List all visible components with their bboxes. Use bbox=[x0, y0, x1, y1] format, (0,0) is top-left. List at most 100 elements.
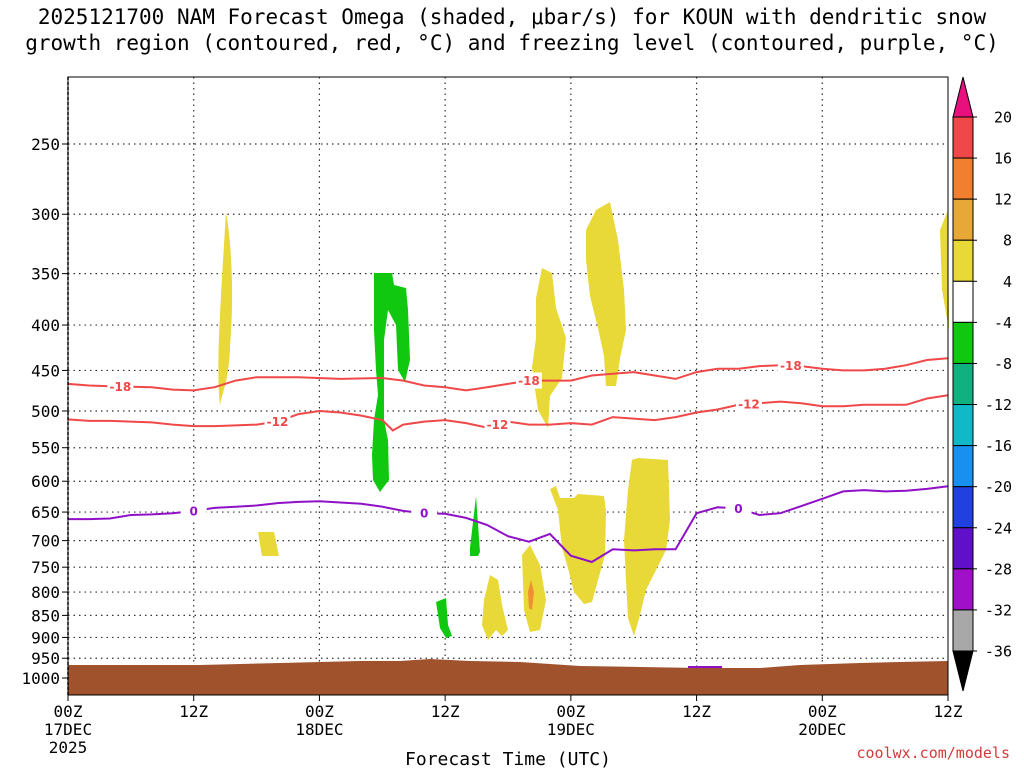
x-tick-label: 20DEC bbox=[798, 720, 846, 739]
y-tick-label: 300 bbox=[31, 205, 60, 224]
x-tick-label: 00Z bbox=[305, 702, 334, 721]
colorbar-swatch bbox=[952, 527, 974, 570]
contour-label: -18 bbox=[110, 380, 132, 394]
contour-label: -12 bbox=[738, 398, 760, 412]
x-tick-label: 19DEC bbox=[547, 720, 595, 739]
y-tick-label: 800 bbox=[31, 583, 60, 602]
contour-label-bg bbox=[484, 416, 511, 433]
colorbar-label: -8 bbox=[994, 355, 1012, 373]
omega-positive-region bbox=[624, 458, 670, 636]
colorbar-label: 8 bbox=[1003, 232, 1012, 250]
contour-label: -12 bbox=[487, 418, 509, 432]
omega-small-positive bbox=[528, 580, 534, 610]
y-tick-label: 850 bbox=[31, 606, 60, 625]
omega-positive-region bbox=[532, 268, 566, 428]
colorbar-bottom-arrow bbox=[952, 650, 974, 692]
omega-negative-region bbox=[372, 273, 410, 492]
colorbar-label: -20 bbox=[985, 478, 1012, 496]
omega-positive-region bbox=[482, 575, 508, 640]
colorbar-swatch bbox=[952, 404, 974, 447]
y-tick-label: 650 bbox=[31, 503, 60, 522]
omega-positive-region bbox=[522, 545, 546, 632]
grid bbox=[68, 77, 948, 695]
plot-frame bbox=[67, 76, 949, 696]
colorbar-swatch bbox=[952, 157, 974, 200]
x-tick-label: 12Z bbox=[682, 702, 711, 721]
y-tick-label: 550 bbox=[31, 439, 60, 458]
colorbar-swatch bbox=[952, 486, 974, 529]
y-tick-label: 500 bbox=[31, 402, 60, 421]
colorbar-swatch bbox=[952, 445, 974, 488]
colorbar-label: -12 bbox=[985, 396, 1012, 414]
x-tick-label: 12Z bbox=[934, 702, 963, 721]
colorbar-label: -28 bbox=[985, 560, 1012, 578]
contour-label-bg bbox=[107, 378, 134, 395]
contour-label-bg bbox=[725, 500, 752, 517]
x-tick-label: 18DEC bbox=[295, 720, 343, 739]
omega-negative-region bbox=[436, 598, 452, 638]
contour-label: -18 bbox=[780, 359, 802, 373]
y-tick-label: 350 bbox=[31, 265, 60, 284]
below-ground-terrain bbox=[68, 659, 948, 695]
colorbar-label: -16 bbox=[985, 437, 1012, 455]
omega-positive-region bbox=[258, 532, 279, 556]
colorbar-label: -24 bbox=[985, 519, 1012, 537]
colorbar-label: -4 bbox=[994, 314, 1012, 332]
y-tick-label: 900 bbox=[31, 628, 60, 647]
contour-label-bg bbox=[411, 505, 438, 522]
omega-shading bbox=[218, 202, 949, 640]
chart-title: 2025121700 NAM Forecast Omega (shaded, μ… bbox=[0, 4, 1024, 56]
colorbar: 20 16 12 8 4 -4 -8 -12 -16 -20 -24 -28 -32 -36 bbox=[952, 76, 1012, 692]
colorbar-swatch bbox=[952, 280, 974, 323]
credit-text: coolwx.com/models bbox=[856, 744, 1010, 762]
contour-label-bg bbox=[264, 413, 291, 430]
contour-label-bg bbox=[777, 357, 804, 374]
y-tick-label: 400 bbox=[31, 316, 60, 335]
y-tick-label: 750 bbox=[31, 558, 60, 577]
colorbar-label: 16 bbox=[994, 150, 1012, 168]
colorbar-label: -32 bbox=[985, 601, 1012, 619]
contour-label-bg bbox=[515, 372, 542, 389]
colorbar-top-arrow bbox=[952, 76, 974, 118]
title-line-2: growth region (contoured, red, °C) and f… bbox=[25, 31, 999, 55]
contour-label-bg bbox=[180, 502, 207, 519]
colorbar-label: 20 bbox=[994, 109, 1012, 127]
contour-label: 0 bbox=[190, 504, 198, 518]
colorbar-label: 4 bbox=[1003, 273, 1012, 291]
colorbar-label: -36 bbox=[985, 643, 1012, 661]
y-tick-label: 700 bbox=[31, 532, 60, 551]
colorbar-swatch bbox=[952, 198, 974, 241]
contour-label: 0 bbox=[420, 507, 428, 521]
x-tick-label: 00Z bbox=[808, 702, 837, 721]
contour-label: -12 bbox=[267, 415, 289, 429]
colorbar-swatch bbox=[952, 362, 974, 406]
contour-line--18 bbox=[67, 357, 949, 392]
colorbar-label: 12 bbox=[994, 191, 1012, 209]
colorbar-swatch bbox=[952, 609, 974, 652]
x-tick-label: 2025 bbox=[49, 738, 88, 757]
y-tick-label: 600 bbox=[31, 472, 60, 491]
y-axis-ticks: 250 300 350 400 450 500 550 600 650 700 750 800 850 9… bbox=[21, 135, 68, 688]
omega-positive-region bbox=[586, 202, 626, 386]
contour-label: -18 bbox=[518, 374, 540, 388]
contour-lines: -18 -18 -18 -12 -12 -12 0 0 0 bbox=[67, 357, 949, 564]
colorbar-swatch bbox=[952, 239, 974, 282]
x-tick-label: 17DEC bbox=[44, 720, 92, 739]
colorbar-swatch bbox=[952, 321, 974, 364]
x-tick-label: 12Z bbox=[431, 702, 460, 721]
omega-negative-region bbox=[470, 496, 480, 556]
x-axis-label: Forecast Time (UTC) bbox=[405, 749, 611, 768]
x-tick-label: 00Z bbox=[556, 702, 585, 721]
x-tick-label: 00Z bbox=[54, 702, 83, 721]
omega-positive-region bbox=[940, 210, 949, 330]
contour-line-0 bbox=[68, 485, 949, 564]
omega-positive-region bbox=[550, 486, 606, 604]
title-line-1: 2025121700 NAM Forecast Omega (shaded, μ… bbox=[37, 5, 987, 29]
colorbar-swatch bbox=[952, 116, 974, 159]
contour-label: 0 bbox=[734, 502, 742, 516]
y-tick-label: 450 bbox=[31, 361, 60, 380]
x-tick-label: 12Z bbox=[179, 702, 208, 721]
y-tick-label: 1000 bbox=[21, 669, 60, 688]
contour-label-bg bbox=[735, 396, 762, 413]
